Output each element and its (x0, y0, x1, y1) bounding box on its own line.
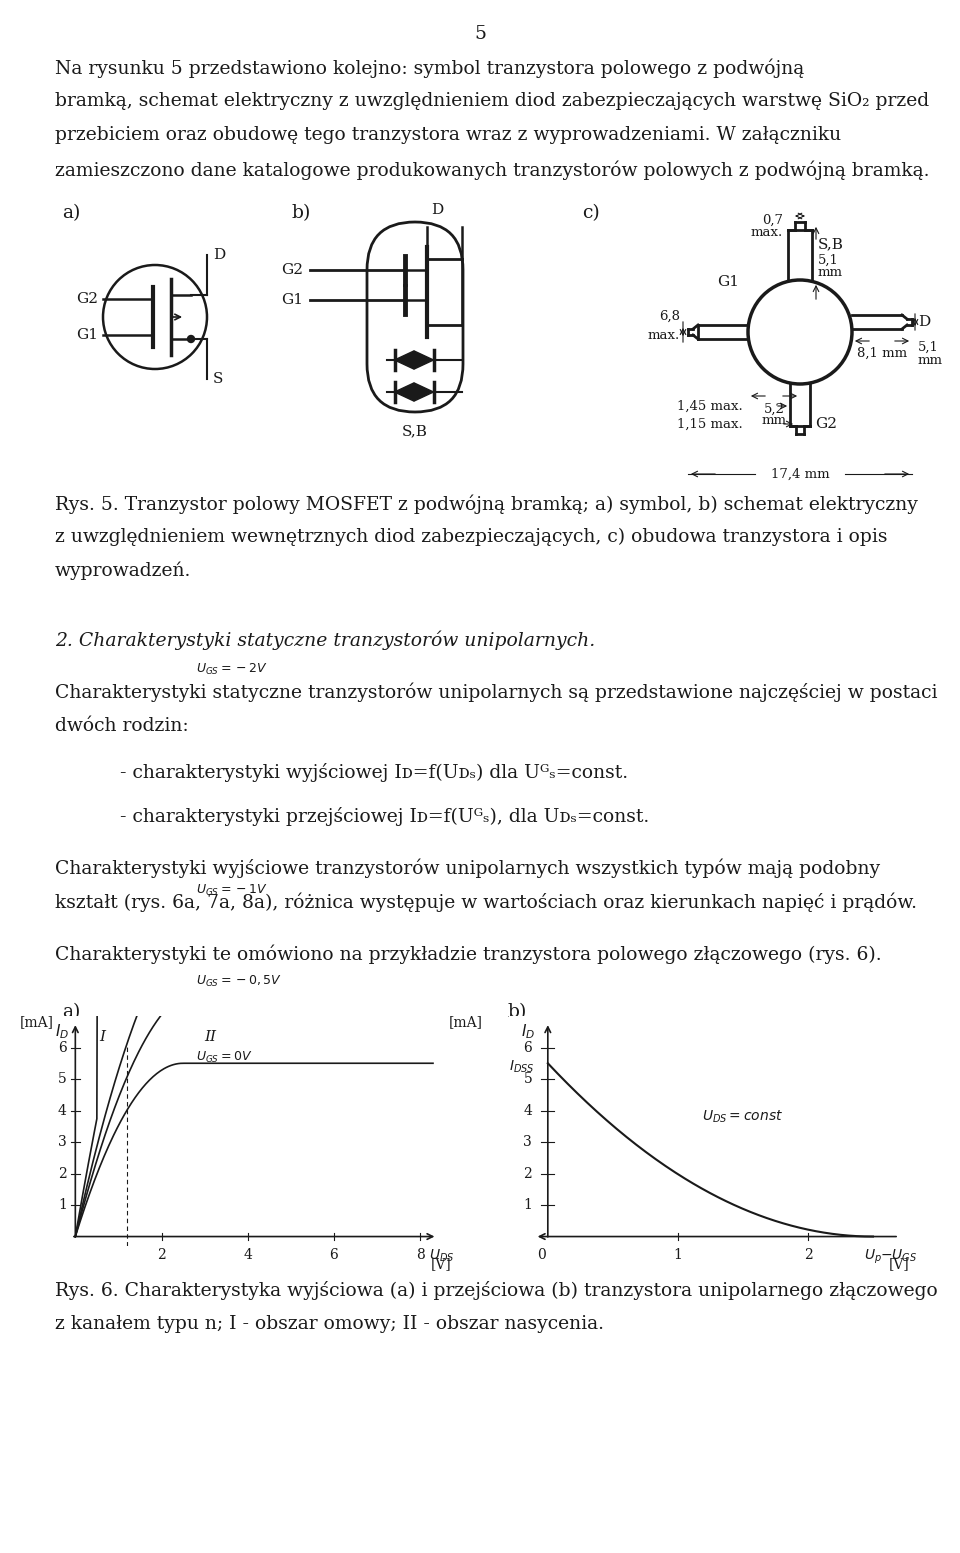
Text: zamieszczono dane katalogowe produkowanych tranzystorów polowych z podwójną bram: zamieszczono dane katalogowe produkowany… (55, 160, 929, 180)
Text: [V]: [V] (431, 1256, 452, 1270)
Text: 6,8: 6,8 (659, 311, 680, 323)
Text: 6: 6 (329, 1247, 338, 1261)
Text: 5: 5 (58, 1072, 66, 1086)
Text: [mA]: [mA] (20, 1016, 54, 1030)
Text: II: II (204, 1030, 217, 1044)
Text: 1: 1 (674, 1247, 683, 1261)
Text: kształt (rys. 6a, 7a, 8a), różnica występuje w wartościach oraz kierunkach napię: kształt (rys. 6a, 7a, 8a), różnica wystę… (55, 893, 917, 913)
Text: G2: G2 (815, 418, 837, 432)
Circle shape (187, 335, 195, 343)
Text: $U_{GS}=-1V$: $U_{GS}=-1V$ (196, 884, 268, 899)
Text: G1: G1 (717, 275, 739, 289)
Text: mm: mm (918, 354, 943, 367)
Text: max.: max. (648, 329, 680, 342)
Polygon shape (395, 351, 414, 370)
Text: 5,1: 5,1 (818, 253, 839, 267)
Text: dwóch rodzin:: dwóch rodzin: (55, 717, 188, 735)
Polygon shape (414, 384, 434, 401)
Text: $U_{DS}=const$: $U_{DS}=const$ (703, 1109, 783, 1124)
Text: 6: 6 (523, 1041, 532, 1054)
Text: D: D (918, 315, 930, 329)
Text: Rys. 5. Tranzystor polowy MOSFET z podwójną bramką; a) symbol, b) schemat elektr: Rys. 5. Tranzystor polowy MOSFET z podwó… (55, 494, 918, 514)
Text: [V]: [V] (889, 1256, 909, 1270)
Text: Na rysunku 5 przedstawiono kolejno: symbol tranzystora polowego z podwójną: Na rysunku 5 przedstawiono kolejno: symb… (55, 57, 804, 78)
Text: 2: 2 (157, 1247, 166, 1261)
Text: G2: G2 (281, 262, 303, 276)
Text: 8,1 mm: 8,1 mm (857, 346, 907, 359)
Text: 0,7: 0,7 (762, 213, 783, 227)
Text: bramką, schemat elektryczny z uwzględnieniem diod zabezpieczających warstwę SiO₂: bramką, schemat elektryczny z uwzględnie… (55, 92, 929, 110)
Text: przebiciem oraz obudowę tego tranzystora wraz z wyprowadzeniami. W załączniku: przebiciem oraz obudowę tego tranzystora… (55, 126, 841, 144)
Text: 4: 4 (243, 1247, 252, 1261)
Text: G1: G1 (76, 328, 98, 342)
Text: 2. Charakterystyki statyczne tranzystorów unipolarnych.: 2. Charakterystyki statyczne tranzystoró… (55, 631, 595, 651)
Text: $U_p$: $U_p$ (864, 1247, 882, 1266)
Text: 6: 6 (58, 1041, 66, 1054)
Text: 5: 5 (523, 1072, 532, 1086)
Text: $U_{DS}$: $U_{DS}$ (429, 1247, 454, 1264)
Text: 3: 3 (523, 1135, 532, 1149)
Text: G2: G2 (76, 292, 98, 306)
Text: 2: 2 (523, 1166, 532, 1180)
Text: D: D (213, 248, 226, 262)
Polygon shape (414, 351, 434, 370)
Text: max.: max. (751, 225, 783, 239)
Text: $I_D$: $I_D$ (520, 1022, 535, 1041)
Text: 5,2: 5,2 (763, 402, 784, 416)
Text: [mA]: [mA] (448, 1016, 483, 1030)
Text: a): a) (62, 203, 81, 222)
Text: b): b) (292, 203, 311, 222)
Text: $-U_{GS}$: $-U_{GS}$ (880, 1247, 918, 1264)
Text: 3: 3 (58, 1135, 66, 1149)
Text: Charakterystyki statyczne tranzystorów unipolarnych są przedstawione najczęściej: Charakterystyki statyczne tranzystorów u… (55, 683, 938, 702)
Text: S: S (213, 373, 224, 387)
Text: 0: 0 (537, 1247, 545, 1261)
Text: D: D (431, 203, 444, 217)
Text: G1: G1 (281, 294, 303, 307)
Text: c): c) (582, 203, 600, 222)
Text: 5,1: 5,1 (918, 340, 939, 354)
Text: Rys. 6. Charakterystyka wyjściowa (a) i przejściowa (b) tranzystora unipolarnego: Rys. 6. Charakterystyka wyjściowa (a) i … (55, 1281, 938, 1300)
Text: wyprowadzeń.: wyprowadzeń. (55, 562, 191, 581)
Text: 1,45 max.: 1,45 max. (677, 399, 743, 413)
Text: mm: mm (818, 266, 843, 278)
Text: Charakterystyki wyjściowe tranzystorów unipolarnych wszystkich typów mają podobn: Charakterystyki wyjściowe tranzystorów u… (55, 859, 880, 879)
Text: $U_{GS}=0V$: $U_{GS}=0V$ (196, 1050, 252, 1065)
Text: 8: 8 (416, 1247, 424, 1261)
Text: mm: mm (761, 415, 786, 427)
Text: 4: 4 (523, 1104, 532, 1118)
Text: $U_{GS}=-2V$: $U_{GS}=-2V$ (196, 662, 268, 677)
Text: - charakterystyki wyjściowej Iᴅ=f(Uᴅₛ) dla Uᴳₛ=const.: - charakterystyki wyjściowej Iᴅ=f(Uᴅₛ) d… (120, 763, 628, 783)
Text: S,B: S,B (402, 424, 428, 438)
Text: 1,15 max.: 1,15 max. (677, 418, 743, 430)
Text: $I_{DSS}$: $I_{DSS}$ (509, 1058, 535, 1075)
Text: S,B: S,B (818, 238, 844, 252)
Text: $I_D$: $I_D$ (55, 1022, 69, 1041)
Text: 2: 2 (804, 1247, 812, 1261)
Text: a): a) (62, 1003, 81, 1020)
Text: 5: 5 (474, 25, 486, 43)
Text: 2: 2 (58, 1166, 66, 1180)
Polygon shape (395, 384, 414, 401)
Text: 1: 1 (523, 1197, 532, 1211)
Text: z uwzględnieniem wewnętrznych diod zabezpieczających, c) obudowa tranzystora i o: z uwzględnieniem wewnętrznych diod zabez… (55, 528, 887, 547)
Text: I: I (99, 1030, 105, 1044)
Text: 4: 4 (58, 1104, 66, 1118)
Text: Charakterystyki te omówiono na przykładzie tranzystora polowego złączowego (rys.: Charakterystyki te omówiono na przykładz… (55, 944, 881, 964)
Text: $U_{GS}=-0,5V$: $U_{GS}=-0,5V$ (196, 974, 282, 989)
Text: b): b) (508, 1003, 527, 1020)
Text: 1: 1 (58, 1197, 66, 1211)
Text: z kanałem typu n; I - obszar omowy; II - obszar nasycenia.: z kanałem typu n; I - obszar omowy; II -… (55, 1315, 604, 1332)
Text: - charakterystyki przejściowej Iᴅ=f(Uᴳₛ), dla Uᴅₛ=const.: - charakterystyki przejściowej Iᴅ=f(Uᴳₛ)… (120, 808, 649, 826)
Text: 17,4 mm: 17,4 mm (771, 467, 829, 480)
